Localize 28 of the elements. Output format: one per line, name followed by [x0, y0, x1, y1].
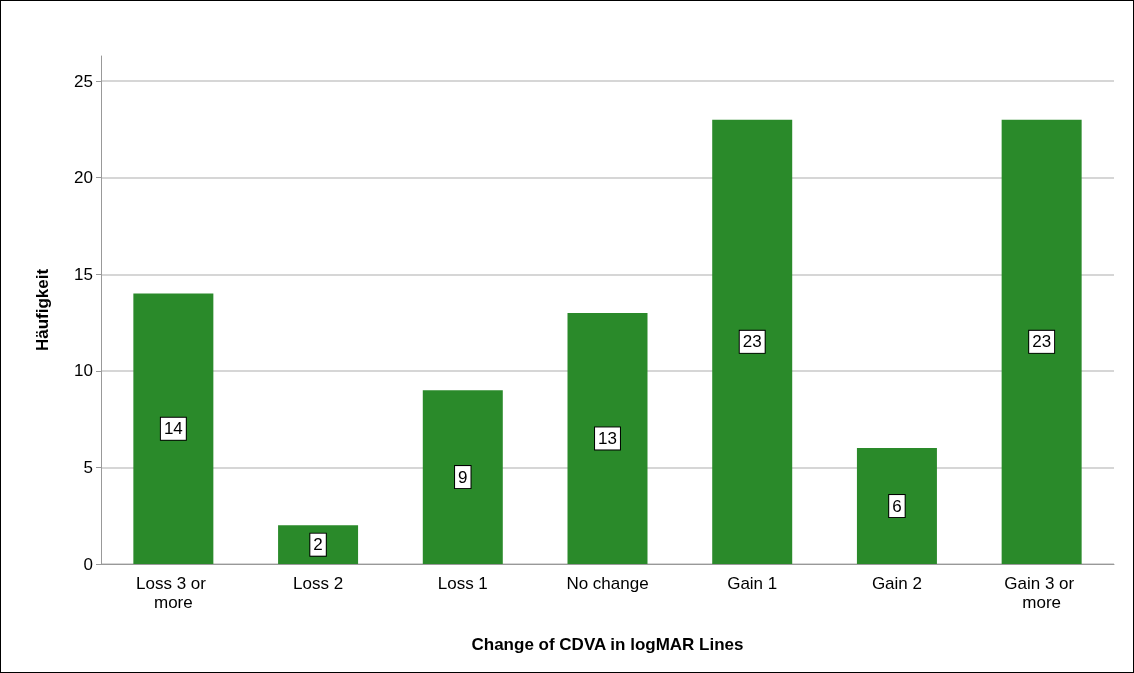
- data-label: 2: [313, 535, 323, 555]
- x-tick-label: Loss 1: [437, 574, 488, 593]
- y-tick-label: 10: [74, 361, 93, 381]
- bar: [856, 448, 937, 564]
- data-label: 23: [742, 332, 762, 352]
- bar: [712, 119, 793, 564]
- x-tick-label: Gain 2: [871, 574, 922, 593]
- x-tick-label: Gain 3 or more: [1004, 574, 1079, 612]
- y-tick-label: 15: [74, 264, 93, 284]
- x-tick-label: Gain 1: [727, 574, 778, 593]
- data-label: 23: [1032, 332, 1052, 352]
- x-tick-label: Loss 2: [293, 574, 344, 593]
- y-axis-title: Häufigkeit: [33, 268, 52, 352]
- y-tick-label: 20: [74, 168, 93, 188]
- y-tick-label: 5: [83, 457, 93, 477]
- y-tick-label: 0: [83, 554, 93, 574]
- data-label: 6: [892, 496, 902, 516]
- data-label: 13: [598, 428, 617, 448]
- bar: [422, 390, 503, 564]
- y-tick-label: 25: [74, 71, 93, 91]
- x-tick-label: Loss 3 or more: [136, 574, 211, 612]
- data-label: 14: [163, 419, 183, 439]
- data-label: 9: [458, 467, 468, 487]
- bar: [1001, 119, 1082, 564]
- x-axis-title: Change of CDVA in logMAR Lines: [471, 635, 744, 654]
- x-tick-label: No change: [566, 574, 649, 593]
- bar: [567, 312, 648, 564]
- bar: [133, 293, 214, 564]
